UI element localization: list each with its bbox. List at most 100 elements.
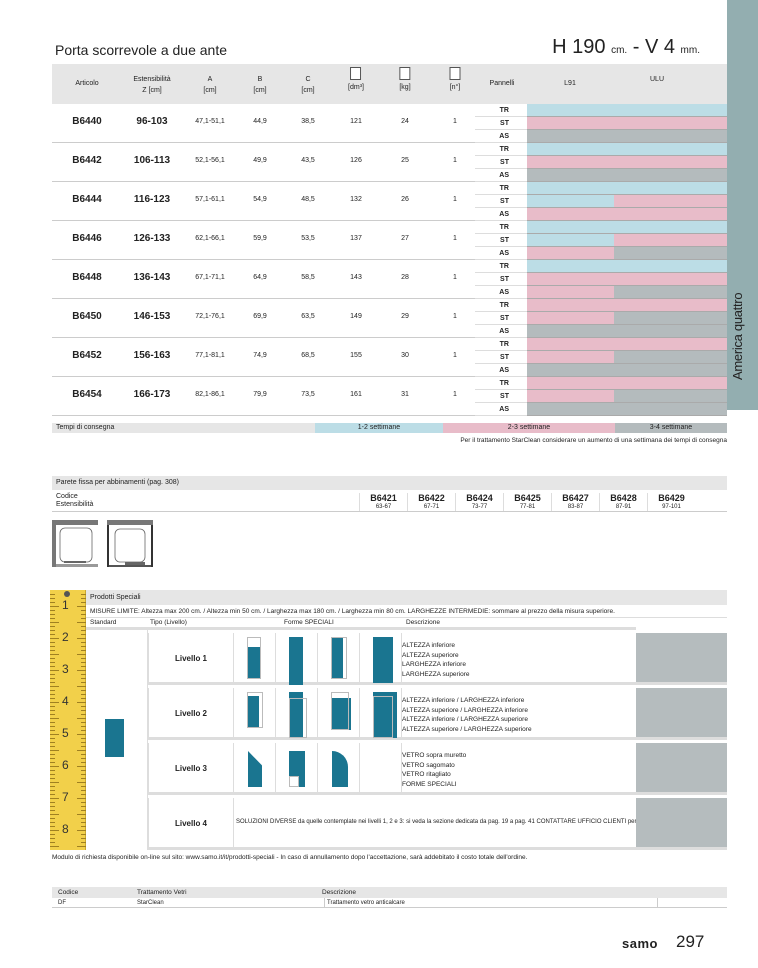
- ruler-tick: [50, 614, 55, 615]
- dim-b: 44,9: [253, 118, 267, 125]
- dim-a: 72,1-76,1: [195, 313, 225, 320]
- treatment-header: Codice Trattamento Vetri Descrizione: [52, 887, 727, 898]
- ruler-number: 2: [62, 630, 69, 644]
- dim-c: 63,5: [301, 313, 315, 320]
- ruler-tick: [81, 726, 86, 727]
- shape-fill: [289, 637, 303, 685]
- product-extensibility: 116-123: [133, 194, 171, 205]
- l91-delivery-cell: [527, 117, 614, 130]
- col-trattamento: Trattamento Vetri: [137, 889, 187, 896]
- ruler-tick: [50, 678, 55, 679]
- ruler-tick: [50, 662, 55, 663]
- packages: 1: [453, 274, 457, 281]
- ruler-tick: [81, 826, 86, 827]
- fixed-panel-extensibility: 63-67: [375, 504, 392, 510]
- weight: 24: [401, 118, 409, 125]
- ruler-tick: [50, 674, 55, 675]
- dimension-title: H 190 cm. - V 4 mm.: [552, 36, 700, 59]
- l91-delivery-cell: [527, 104, 614, 117]
- packages: 1: [453, 235, 457, 242]
- ruler-tick: [50, 822, 55, 823]
- product-extensibility: 96-103: [136, 116, 168, 127]
- ruler-tick: [81, 842, 86, 843]
- l91-delivery-cell: [527, 351, 614, 364]
- separator: -: [627, 36, 645, 58]
- table-row: B6442 106-113 52,1-56,1 49,9 43,5 126 25 1 TR ST A…: [52, 143, 727, 182]
- ruler-tick: [81, 818, 86, 819]
- l91-delivery-cell: [527, 156, 614, 169]
- panel-row: TR: [475, 338, 727, 351]
- level-name: Livello 1: [148, 633, 234, 682]
- dim-a: 52,1-56,1: [195, 157, 225, 164]
- col-weight-unit: [kg]: [399, 84, 411, 91]
- dim-c: 58,5: [301, 274, 315, 281]
- dim-a: 82,1-86,1: [195, 391, 225, 398]
- fixed-panel-item: B6421 63-67: [359, 493, 407, 511]
- col-forme: Forme SPECIALI: [284, 619, 334, 626]
- product-code: B6450: [72, 311, 102, 322]
- packages: 1: [453, 352, 457, 359]
- ruler-tick: [77, 798, 86, 799]
- ruler-tick: [50, 694, 55, 695]
- ulu-delivery-cell: [614, 260, 727, 273]
- ruler-tick: [50, 794, 55, 795]
- fixed-panel-code: B6427: [562, 493, 589, 503]
- fixed-panel-item: B6425 77-81: [503, 493, 551, 511]
- shape-outline: [331, 637, 347, 679]
- col-descrizione: Descrizione: [406, 619, 440, 626]
- description-line: ALTEZZA inferiore / LARGHEZZA superiore: [402, 716, 528, 723]
- shape-sloped-top: [248, 751, 262, 787]
- col-c: C [cm]: [301, 74, 314, 96]
- ruler-tick: [81, 722, 86, 723]
- ruler-tick: [81, 666, 86, 667]
- height-unit: cm.: [611, 45, 628, 56]
- description-line: LARGHEZZA superiore: [402, 670, 470, 678]
- ruler-tick: [81, 634, 86, 635]
- panel-row: ST: [475, 195, 727, 208]
- fixed-panel-code: B6424: [466, 493, 493, 503]
- level-description: VETRO sopra muretto VETRO sagomato VETRO r…: [402, 751, 466, 789]
- dim-b: 54,9: [253, 196, 267, 203]
- l91-delivery-cell: [527, 247, 614, 260]
- fixed-panel-code: B6425: [514, 493, 541, 503]
- shape-outline: [247, 692, 263, 728]
- ruler-tick: [50, 710, 55, 711]
- ruler-tick: [50, 706, 55, 707]
- ruler-number: 6: [62, 758, 69, 772]
- section-side-tab: America quattro: [727, 0, 758, 410]
- l91-delivery-cell: [527, 338, 614, 351]
- ulu-delivery-cell: [614, 364, 727, 377]
- ruler-tick: [77, 782, 86, 783]
- panel-row: TR: [475, 143, 727, 156]
- legend-1-2-weeks: 1-2 settimane: [315, 423, 443, 433]
- col-b-unit: [cm]: [253, 87, 267, 94]
- panel-row: AS: [475, 286, 727, 299]
- panel-type: ST: [475, 312, 527, 325]
- ulu-delivery-cell: [614, 390, 727, 403]
- ruler-tick: [50, 682, 55, 683]
- ruler-tick: [50, 610, 55, 611]
- weight: 27: [401, 235, 409, 242]
- fixed-panel-item: B6427 83-87: [551, 493, 599, 511]
- ruler-tick: [77, 686, 86, 687]
- ruler-tick: [81, 794, 86, 795]
- ruler-tick: [50, 778, 55, 779]
- ruler-tick: [50, 810, 55, 811]
- table-row: B6448 136-143 67,1-71,1 64,9 58,5 143 28 1 TR ST A…: [52, 260, 727, 299]
- ulu-delivery-cell: [614, 156, 727, 169]
- table-row: B6444 116-123 57,1-61,1 54,9 48,5 132 26 1 TR ST A…: [52, 182, 727, 221]
- ruler-tick: [50, 826, 55, 827]
- ruler-tick: [77, 654, 86, 655]
- fixed-panel-code: B6428: [610, 493, 637, 503]
- ruler-tick: [81, 770, 86, 771]
- panel-type: AS: [475, 325, 527, 338]
- ruler-tick: [81, 714, 86, 715]
- panel-type: AS: [475, 247, 527, 260]
- shape-outline: [247, 637, 261, 679]
- ruler-tick: [50, 666, 55, 667]
- ruler-tick: [50, 650, 55, 651]
- l91-delivery-cell: [527, 286, 614, 299]
- standard-column: [86, 630, 148, 850]
- col-descrizione: Descrizione: [322, 889, 356, 896]
- level-row: Livello 1 ALTEZZA inferiore ALTEZZA superi…: [148, 633, 727, 685]
